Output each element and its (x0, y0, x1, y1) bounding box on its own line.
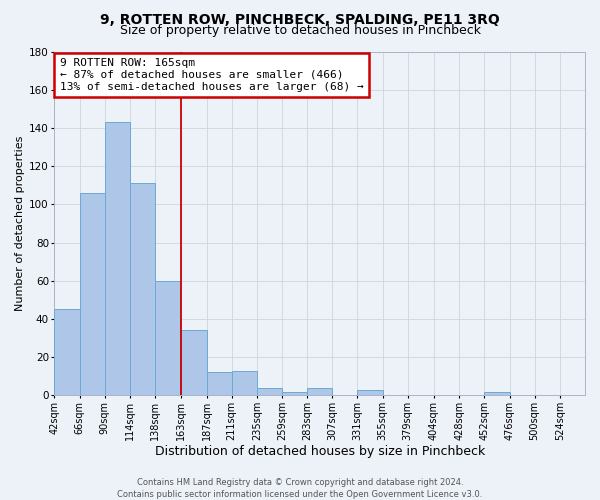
Text: 9, ROTTEN ROW, PINCHBECK, SPALDING, PE11 3RQ: 9, ROTTEN ROW, PINCHBECK, SPALDING, PE11… (100, 12, 500, 26)
Bar (232, 370, 257, 396)
Bar (105, 122, 130, 396)
Bar (181, 330, 206, 396)
Bar (282, 392, 307, 396)
Y-axis label: Number of detached properties: Number of detached properties (15, 136, 25, 311)
Bar (55, 310, 80, 396)
Bar (130, 184, 155, 396)
Bar (484, 392, 509, 396)
Bar (307, 388, 332, 396)
Text: Size of property relative to detached houses in Pinchbeck: Size of property relative to detached ho… (119, 24, 481, 37)
X-axis label: Distribution of detached houses by size in Pinchbeck: Distribution of detached houses by size … (155, 444, 485, 458)
Bar (257, 388, 282, 396)
Bar (358, 390, 383, 396)
Bar (80, 193, 105, 396)
Text: 9 ROTTEN ROW: 165sqm
← 87% of detached houses are smaller (466)
13% of semi-deta: 9 ROTTEN ROW: 165sqm ← 87% of detached h… (60, 58, 364, 92)
Bar (206, 372, 232, 396)
Text: Contains HM Land Registry data © Crown copyright and database right 2024.
Contai: Contains HM Land Registry data © Crown c… (118, 478, 482, 499)
Bar (155, 281, 180, 396)
